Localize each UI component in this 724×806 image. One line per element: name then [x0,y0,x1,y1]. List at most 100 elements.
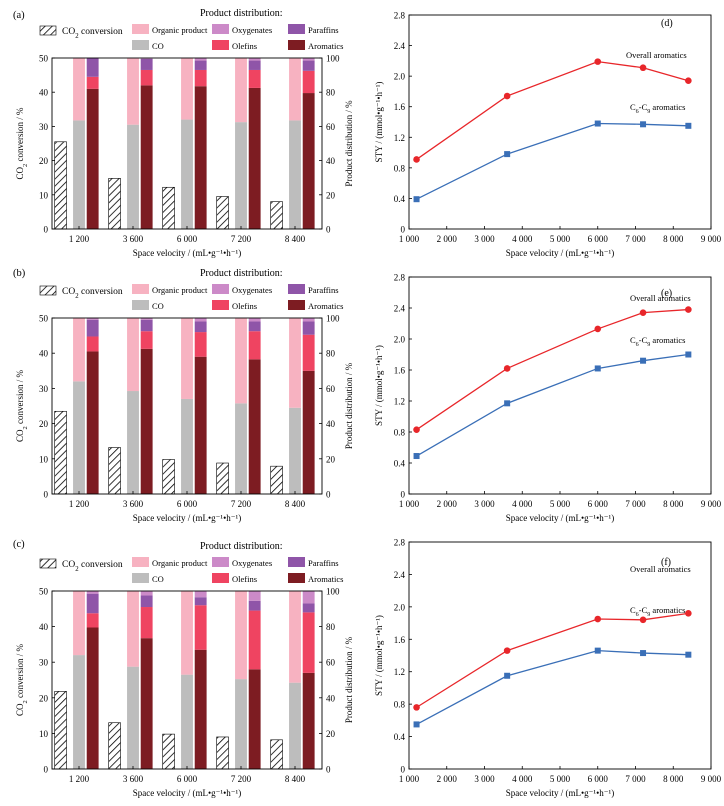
bar-aromatics [302,672,315,769]
legend-swatch-co [132,573,149,583]
bar-oxygenates [248,58,261,61]
legend-label-co2-conversion: CO2 conversion [62,287,123,300]
bar-organic-product [181,58,193,120]
x-axis-title: Space velocity / (mL•g⁻¹•h⁻¹) [133,788,241,798]
y-tick-label: 0.4 [394,459,406,469]
series-line-overall-aromatics [416,308,689,431]
plot-frame [408,541,712,770]
point-c6c9-aromatics [640,121,647,128]
point-c6c9-aromatics [504,672,511,679]
y-tick-label-left: 0 [44,765,49,775]
series-label-c6c9-aromatics: C6-C9 aromatics [630,335,685,348]
y-tick-label-right: 40 [326,156,336,166]
bar-oxygenates [86,591,99,594]
bar-co [289,682,301,769]
y-tick-label: 2.8 [394,11,406,21]
point-overall-aromatics [594,58,602,65]
point-overall-aromatics [413,426,420,433]
x-tick-label: 6 000 [588,774,609,784]
x-tick-label: 9 000 [701,499,722,509]
bar-paraffins [140,595,153,608]
bar-paraffins [86,58,99,77]
bar-organic-product [127,58,139,125]
x-tick-label: 2 000 [437,499,458,509]
y-tick-label-left: 40 [39,622,49,632]
x-tick-label: 7 200 [231,774,252,784]
point-c6c9-aromatics [685,651,692,658]
x-tick-label: 3 000 [474,774,495,784]
bar-co2-conversion [162,186,175,230]
bar-olefins [302,334,315,371]
bar-co2-conversion [216,736,229,770]
plot-frame [408,276,712,495]
y-tick-label-right: 40 [326,419,336,429]
legend-label-co2-conversion: CO2 conversion [62,27,123,40]
bar-paraffins [302,321,315,335]
legend-title: Product distribution: [200,541,283,552]
bar-paraffins [248,321,261,332]
bar-olefins [86,76,99,89]
point-c6c9-aromatics [413,196,420,203]
bar-organic-product [73,591,85,656]
y-tick-label: 0.8 [394,163,406,173]
panel-label: (d) [661,18,673,29]
legend-label-aromatics: Aromatics [308,301,343,311]
point-c6c9-aromatics [685,122,692,129]
y-axis-title-right: Product distribution / % [344,362,354,449]
legend-label-organic-product: Organic product [152,285,208,295]
bar-organic-product [289,318,301,408]
bar-paraffins [194,60,207,70]
y-tick-label: 1.6 [394,366,406,376]
x-tick-label: 6 000 [588,499,609,509]
bar-olefins [86,613,99,628]
bar-co [289,120,301,229]
x-tick-label: 1 200 [69,499,90,509]
bar-co2-conversion [54,410,67,495]
bar-aromatics [194,86,207,229]
point-c6c9-aromatics [594,365,601,372]
bar-paraffins [86,319,99,337]
y-tick-label-left: 10 [39,454,49,464]
bar-oxygenates [194,318,207,322]
bar-paraffins [140,319,153,332]
bar-olefins [140,607,153,639]
bar-co2-conversion [108,178,121,230]
y-tick-label-right: 20 [326,454,336,464]
bar-panel-c: (c) CO2 conversion Product distribution: Or… [13,539,354,798]
bar-co2-conversion [162,459,175,495]
bar-olefins [194,69,207,87]
x-tick-label: 2 000 [437,774,458,784]
plot-frame [51,317,323,495]
y-axis-title-right: Product distribution / % [344,636,354,723]
bar-co2-conversion [162,733,175,770]
point-overall-aromatics [639,64,647,72]
bar-aromatics [86,351,99,494]
bar-panel-b: (b) CO2 conversion Product distribution: Or… [13,268,354,523]
series-label-c6c9-aromatics: C6-C9 aromatics [630,102,685,115]
y-tick-label-right: 0 [326,225,331,235]
bar-co [181,398,193,494]
legend-swatch-organic-product [132,284,149,294]
legend-label-paraffins: Paraffins [308,25,339,35]
x-axis-title: Space velocity / (mL•g⁻¹•h⁻¹) [133,513,241,523]
legend-swatch-oxygenates [212,24,229,34]
series-label-overall-aromatics: Overall aromatics [630,293,691,303]
y-tick-label: 0 [401,490,406,500]
x-tick-label: 3 600 [123,499,144,509]
line-panel-d: (d) 1 000 2 000 3 000 4 000 5 000 6 000 7 000 8 … [374,11,722,259]
legend-swatch-olefins [212,573,229,583]
x-tick-label: 8 000 [663,234,684,244]
y-axis-title: STY / (mmol•g⁻¹•h⁻¹) [374,345,384,426]
y-tick-label: 0.4 [394,732,406,742]
legend-swatch-co [132,300,149,310]
y-tick-label-left: 20 [39,419,49,429]
bar-paraffins [140,58,153,70]
bar-aromatics [248,669,261,769]
legend-swatch-organic-product [132,24,149,34]
point-overall-aromatics [413,156,420,163]
y-tick-label: 2.4 [394,41,406,51]
legend-swatch-co [132,40,149,50]
bar-organic-product [235,591,247,680]
bar-co [73,120,85,229]
bar-aromatics [140,85,153,229]
